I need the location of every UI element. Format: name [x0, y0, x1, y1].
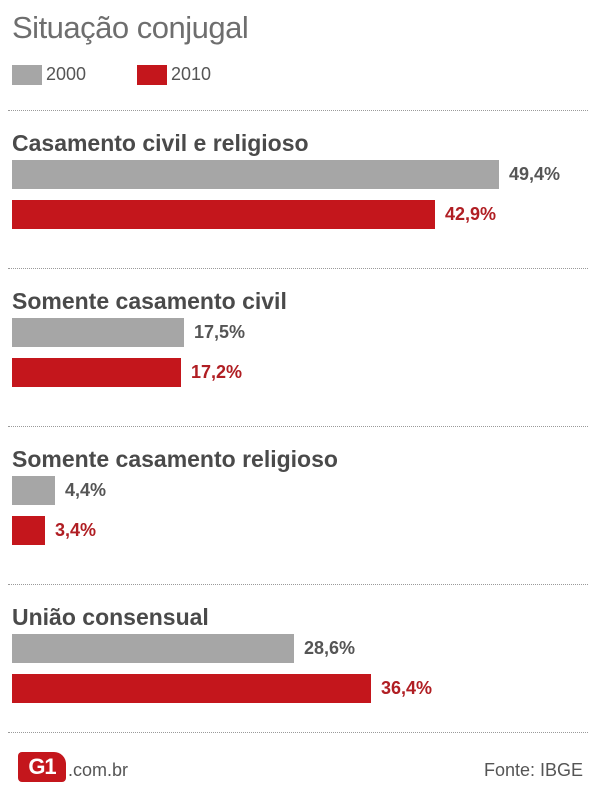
bar-2000-somente-civil — [12, 318, 184, 347]
bar-2010-casamento-civil-religioso — [12, 200, 435, 229]
divider — [8, 584, 588, 585]
value-label-2010-somente-civil: 17,2% — [191, 362, 243, 382]
category-label-somente-religioso: Somente casamento religioso — [12, 446, 338, 472]
category-label-casamento-civil-religioso: Casamento civil e religioso — [12, 130, 309, 156]
bar-2000-casamento-civil-religioso — [12, 160, 499, 189]
value-label-2000-somente-civil: 17,5% — [194, 322, 246, 342]
divider — [8, 110, 588, 111]
g1-logo-domain: .com.br — [68, 760, 129, 780]
chart-title: Situação conjugal — [12, 10, 249, 45]
value-label-2000-uniao-consensual: 28,6% — [304, 638, 356, 658]
legend-label-2000: 2000 — [46, 64, 87, 84]
bar-2010-uniao-consensual — [12, 674, 371, 703]
value-label-2000-somente-religioso: 4,4% — [65, 480, 107, 500]
legend-swatch-2010 — [137, 65, 167, 85]
value-label-2010-somente-religioso: 3,4% — [55, 520, 97, 540]
bar-2000-uniao-consensual — [12, 634, 294, 663]
category-label-uniao-consensual: União consensual — [12, 604, 209, 630]
bar-2010-somente-religioso — [12, 516, 45, 545]
legend-swatch-2000 — [12, 65, 42, 85]
source-note: Fonte: IBGE — [483, 760, 583, 780]
divider — [8, 426, 588, 427]
category-label-somente-civil: Somente casamento civil — [12, 288, 287, 314]
value-label-2000-casamento-civil-religioso: 49,4% — [509, 164, 561, 184]
bar-2010-somente-civil — [12, 358, 181, 387]
value-label-2010-uniao-consensual: 36,4% — [381, 678, 433, 698]
divider — [8, 732, 588, 733]
bar-2000-somente-religioso — [12, 476, 55, 505]
g1-logo-mark: G1 — [18, 752, 66, 782]
legend-label-2010: 2010 — [171, 64, 212, 84]
value-label-2010-casamento-civil-religioso: 42,9% — [445, 204, 497, 224]
divider — [8, 268, 588, 269]
